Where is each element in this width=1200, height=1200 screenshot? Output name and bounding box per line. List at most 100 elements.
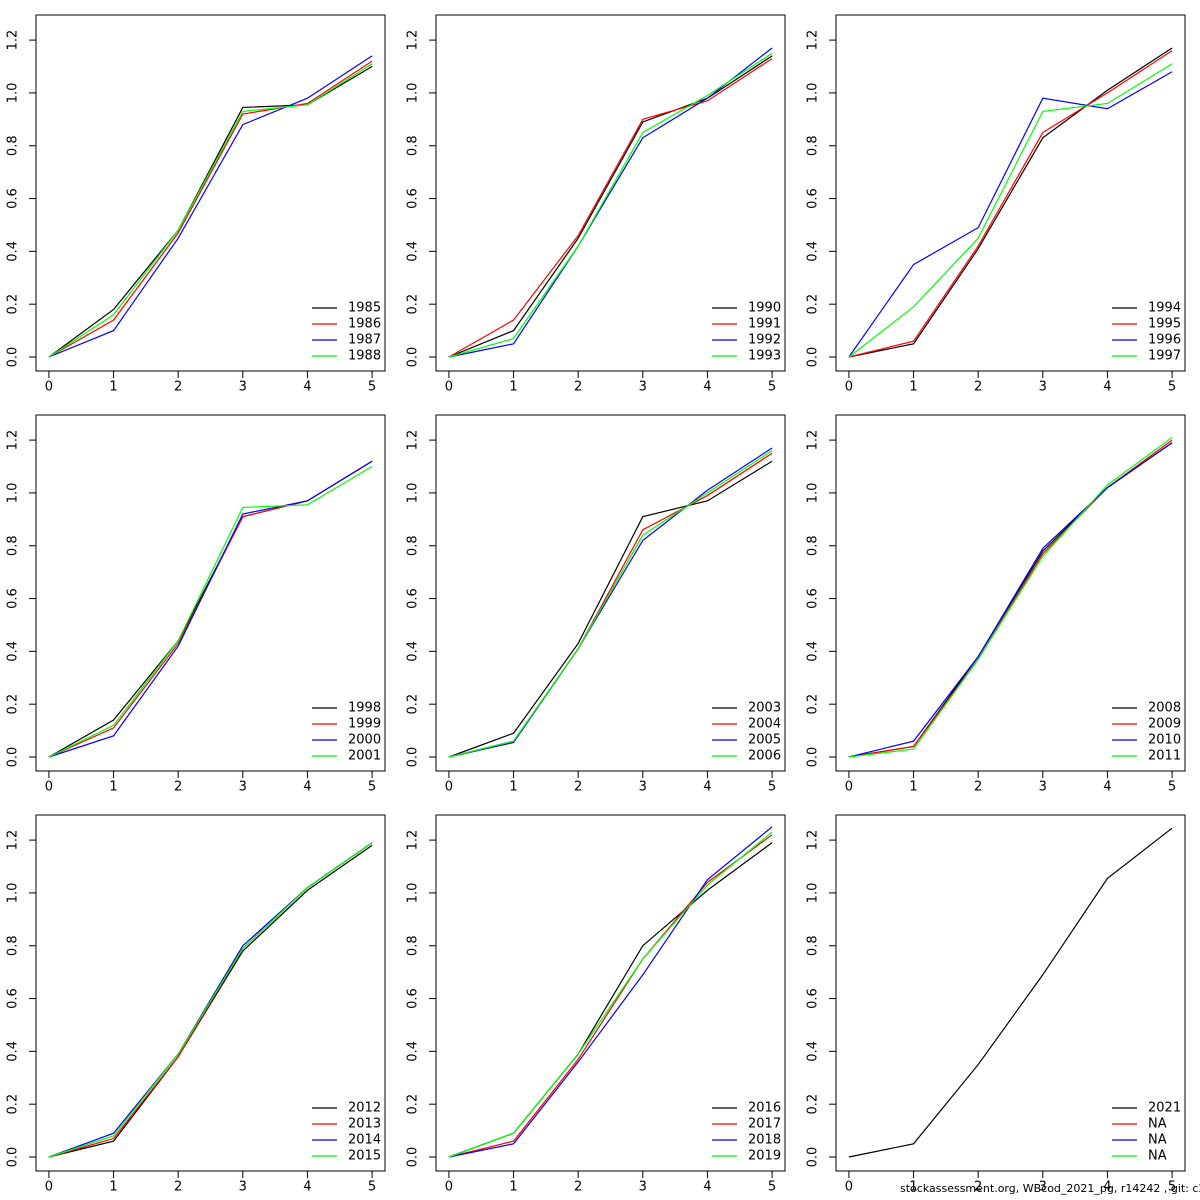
series-line: [848, 439, 1173, 758]
x-tick-label: 5: [368, 1180, 376, 1195]
y-tick-label: 0.0: [406, 1147, 421, 1168]
x-tick-label: 2: [974, 1180, 982, 1195]
legend-label: 1992: [748, 333, 781, 348]
y-tick-label: 0.4: [406, 1041, 421, 1062]
x-tick-label: 1: [909, 780, 917, 795]
y-tick-label: 1.0: [806, 883, 821, 904]
x-tick-label: 4: [703, 780, 711, 795]
x-tick-label: 4: [703, 380, 711, 395]
y-tick-label: 0.6: [6, 588, 21, 609]
plot-frame: [835, 414, 1186, 772]
y-tick-label: 0.2: [406, 294, 421, 315]
y-tick-label: 0.0: [6, 747, 21, 768]
legend-label: 1986: [348, 317, 381, 332]
x-tick-label: 2: [574, 780, 582, 795]
y-tick-label: 0.0: [406, 347, 421, 368]
legend-label: 2018: [748, 1133, 781, 1148]
x-tick-label: 1: [509, 1180, 517, 1195]
x-tick-label: 0: [845, 380, 853, 395]
panel: 0 1 2 3 4 5 0.0 0.2 0.4 0.6 0.8 1.0 1.2 2003200420052…: [406, 414, 786, 795]
legend-label: 1988: [348, 349, 381, 364]
y-tick-label: 0.0: [406, 747, 421, 768]
y-tick-label: 0.2: [406, 694, 421, 715]
y-tick-label: 0.6: [806, 588, 821, 609]
y-tick-label: 0.0: [806, 747, 821, 768]
x-tick-label: 5: [1168, 1180, 1176, 1195]
x-tick-label: 5: [1168, 780, 1176, 795]
x-tick-label: 1: [909, 380, 917, 395]
series-line: [48, 842, 373, 1158]
y-tick-label: 0.6: [406, 588, 421, 609]
x-tick-label: 1: [109, 780, 117, 795]
legend-label: 2015: [348, 1149, 381, 1164]
legend-label: 2003: [748, 701, 781, 716]
legend-label: NA: [1148, 1117, 1167, 1132]
series-line: [48, 460, 373, 758]
x-tick-label: 2: [974, 380, 982, 395]
y-tick-label: 0.6: [806, 188, 821, 209]
plot-frame: [435, 14, 786, 372]
y-tick-label: 0.2: [6, 294, 21, 315]
plot-frame: [435, 814, 786, 1172]
legend-label: 2004: [748, 717, 781, 732]
series-line: [848, 827, 1173, 1158]
x-tick-label: 1: [509, 380, 517, 395]
y-tick-label: 0.4: [806, 1041, 821, 1062]
y-tick-label: 1.2: [6, 30, 21, 51]
series-line: [448, 460, 773, 758]
legend-label: 2013: [348, 1117, 381, 1132]
y-tick-label: 0.8: [6, 935, 21, 956]
y-tick-label: 0.8: [806, 135, 821, 156]
series-line: [48, 465, 373, 758]
x-tick-label: 3: [639, 1180, 647, 1195]
y-tick-label: 0.4: [806, 641, 821, 662]
x-tick-label: 5: [768, 1180, 776, 1195]
legend-label: 1998: [348, 701, 381, 716]
x-tick-label: 5: [1168, 380, 1176, 395]
x-tick-label: 2: [574, 1180, 582, 1195]
legend-label: 2009: [1148, 717, 1181, 732]
series-line: [848, 63, 1173, 358]
x-tick-label: 0: [845, 780, 853, 795]
y-tick-label: 1.2: [806, 30, 821, 51]
x-tick-label: 0: [45, 380, 53, 395]
y-tick-label: 1.0: [6, 483, 21, 504]
y-tick-label: 1.0: [406, 483, 421, 504]
plot-frame: [35, 814, 386, 1172]
x-tick-label: 0: [845, 1180, 853, 1195]
x-tick-label: 1: [509, 780, 517, 795]
y-tick-label: 0.4: [6, 241, 21, 262]
y-tick-label: 0.6: [6, 188, 21, 209]
x-tick-label: 3: [1039, 1180, 1047, 1195]
legend-label: 2001: [348, 749, 381, 764]
y-tick-label: 1.0: [6, 83, 21, 104]
x-tick-label: 0: [45, 1180, 53, 1195]
y-tick-label: 0.0: [6, 347, 21, 368]
y-tick-label: 0.2: [6, 694, 21, 715]
x-tick-label: 3: [1039, 380, 1047, 395]
x-tick-label: 0: [45, 780, 53, 795]
series-line: [448, 52, 773, 358]
panel: 0 1 2 3 4 5 0.0 0.2 0.4 0.6 0.8 1.0 1.2 1998199920002…: [6, 414, 386, 795]
x-tick-label: 3: [639, 380, 647, 395]
x-tick-label: 3: [239, 380, 247, 395]
legend-label: 1987: [348, 333, 381, 348]
series-line: [848, 436, 1173, 758]
series-line: [448, 55, 773, 358]
x-tick-label: 3: [239, 1180, 247, 1195]
legend-label: 1990: [748, 301, 781, 316]
y-tick-label: 1.0: [406, 83, 421, 104]
x-tick-label: 3: [1039, 780, 1047, 795]
legend-label: 2014: [348, 1133, 381, 1148]
x-tick-label: 4: [1103, 1180, 1111, 1195]
plot-frame: [835, 14, 1186, 372]
x-tick-label: 4: [303, 780, 311, 795]
y-tick-label: 0.2: [406, 1094, 421, 1115]
plot-frame: [35, 14, 386, 372]
y-tick-label: 0.6: [806, 988, 821, 1009]
x-tick-label: 0: [445, 780, 453, 795]
y-tick-label: 0.8: [406, 535, 421, 556]
legend-label: 1991: [748, 317, 781, 332]
